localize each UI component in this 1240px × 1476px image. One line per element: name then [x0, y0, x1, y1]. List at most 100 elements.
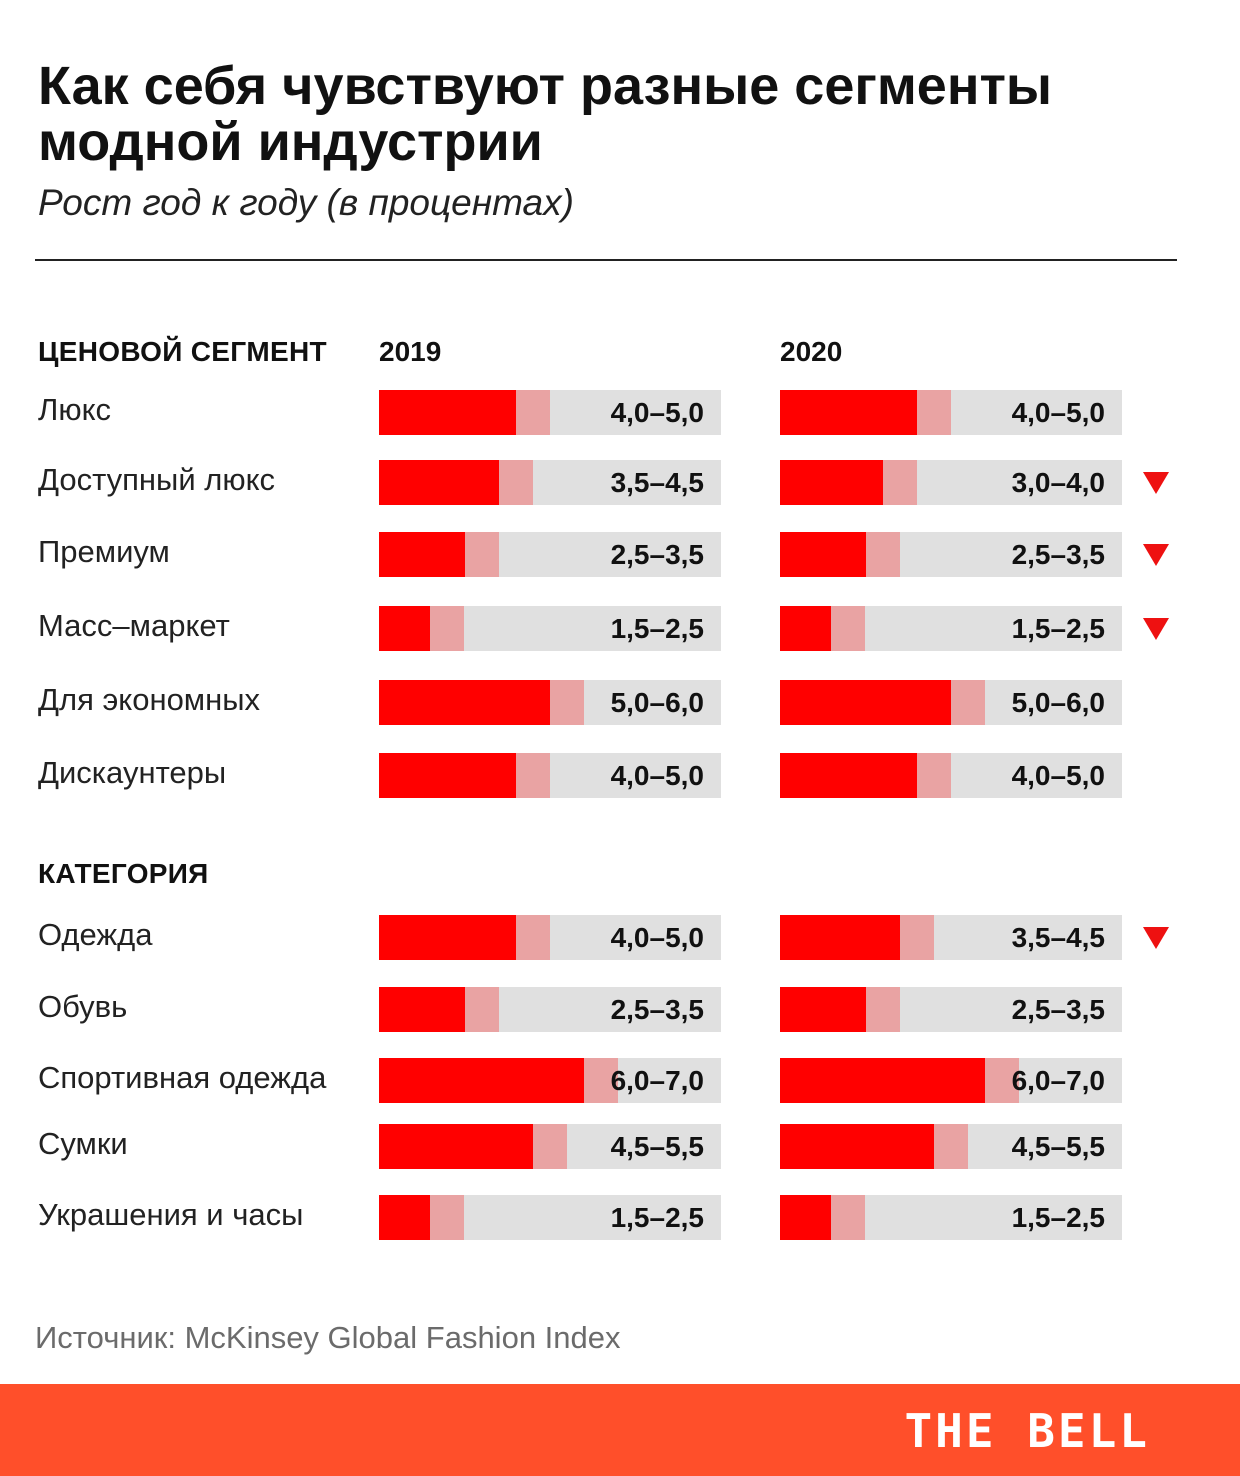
bar-segment-range [985, 1058, 1020, 1103]
bar-segment-range [464, 532, 499, 577]
bar-2019: 4,0–5,0 [379, 915, 721, 960]
bar-value-label: 3,5–4,5 [610, 467, 704, 498]
bar-2020: 3,0–4,0 [780, 460, 1122, 505]
bar-2020: 2,5–3,5 [780, 532, 1122, 577]
bar-segment-range [951, 680, 986, 725]
bar-segment-range [532, 1124, 568, 1169]
source-note: Источник: McKinsey Global Fashion Index [35, 1320, 621, 1355]
bar-value-label: 4,5–5,5 [610, 1131, 704, 1162]
bar-segment-range [865, 532, 900, 577]
bar-value-label: 1,5–2,5 [610, 613, 704, 644]
bar-segment-lower [780, 915, 900, 960]
bar-segment-lower [379, 915, 516, 960]
bar-2019: 6,0–7,0 [379, 1058, 721, 1103]
bar-value-label: 4,0–5,0 [1011, 760, 1105, 791]
bar-segment-lower [379, 532, 465, 577]
bar-segment-lower [379, 1058, 585, 1103]
bar-2019: 4,0–5,0 [379, 753, 721, 798]
bar-value-label: 4,0–5,0 [610, 760, 704, 791]
bar-segment-lower [379, 753, 516, 798]
bar-segment-range [831, 1195, 866, 1240]
decline-triangle-icon [1143, 544, 1169, 566]
bar-segment-range [916, 753, 951, 798]
bar-segment-lower [780, 606, 832, 651]
bar-segment-range [882, 460, 917, 505]
row-label: Для экономных [38, 682, 261, 717]
bar-segment-lower [780, 1124, 934, 1169]
bar-segment-lower [780, 390, 917, 435]
bar-segment-lower [780, 1195, 832, 1240]
decline-triangle-icon [1143, 618, 1169, 640]
bar-value-label: 6,0–7,0 [1011, 1065, 1105, 1096]
bar-2020: 4,0–5,0 [780, 753, 1122, 798]
row-label: Сумки [38, 1126, 128, 1161]
bar-2020: 2,5–3,5 [780, 987, 1122, 1032]
bar-segment-range [865, 987, 900, 1032]
bar-segment-lower [379, 606, 431, 651]
bar-value-label: 2,5–3,5 [610, 994, 704, 1025]
bar-value-label: 4,0–5,0 [1011, 397, 1105, 428]
row-label: Обувь [38, 989, 128, 1024]
row-label: Премиум [38, 534, 170, 569]
bar-segment-range [430, 1195, 465, 1240]
bar-segment-range [515, 753, 550, 798]
bar-segment-lower [780, 753, 917, 798]
bar-segment-range [464, 987, 499, 1032]
bar-2019: 3,5–4,5 [379, 460, 721, 505]
bar-2020: 5,0–6,0 [780, 680, 1122, 725]
bar-2019: 5,0–6,0 [379, 680, 721, 725]
row-label: Дискаунтеры [38, 755, 227, 790]
bar-segment-lower [379, 460, 499, 505]
row-label: Одежда [38, 917, 153, 952]
section-header: КАТЕГОРИЯ [38, 858, 209, 889]
bar-2020: 1,5–2,5 [780, 1195, 1122, 1240]
bar-segment-lower [780, 987, 866, 1032]
bar-segment-range [899, 915, 934, 960]
bar-2020: 3,5–4,5 [780, 915, 1122, 960]
bar-value-label: 2,5–3,5 [610, 539, 704, 570]
bar-value-label: 4,0–5,0 [610, 922, 704, 953]
bar-segment-range [430, 606, 465, 651]
bar-segment-lower [379, 680, 550, 725]
bar-2019: 2,5–3,5 [379, 987, 721, 1032]
row-label: Доступный люкс [38, 462, 275, 497]
bar-segment-lower [379, 390, 516, 435]
chart-subtitle: Рост год к году (в процентах) [38, 182, 574, 223]
bar-2019: 4,5–5,5 [379, 1124, 721, 1169]
brand-logo: THE BELL [904, 1404, 1150, 1458]
bar-value-label: 3,0–4,0 [1011, 467, 1105, 498]
bar-2019: 2,5–3,5 [379, 532, 721, 577]
bar-2020: 1,5–2,5 [780, 606, 1122, 651]
bar-value-label: 2,5–3,5 [1011, 539, 1105, 570]
bar-segment-range [515, 915, 550, 960]
bar-value-label: 1,5–2,5 [610, 1202, 704, 1233]
title-divider [35, 259, 1177, 261]
bar-value-label: 5,0–6,0 [610, 687, 704, 718]
bar-value-label: 6,0–7,0 [610, 1065, 704, 1096]
year-header-2019: 2019 [379, 336, 442, 367]
bar-value-label: 5,0–6,0 [1011, 687, 1105, 718]
row-label: Люкс [38, 392, 112, 427]
bar-segment-lower [379, 987, 465, 1032]
chart-title: Как себя чувствуют разные сегменты модно… [38, 56, 1053, 172]
bar-segment-range [933, 1124, 969, 1169]
bar-segment-range [916, 390, 951, 435]
bar-segment-range [550, 680, 585, 725]
year-header-2020: 2020 [780, 336, 843, 367]
bar-segment-lower [780, 460, 883, 505]
bar-2020: 4,5–5,5 [780, 1124, 1122, 1169]
row-label: Украшения и часы [38, 1197, 304, 1232]
bar-2019: 1,5–2,5 [379, 606, 721, 651]
bar-2019: 4,0–5,0 [379, 390, 721, 435]
decline-triangle-icon [1143, 927, 1169, 949]
bar-value-label: 4,5–5,5 [1011, 1131, 1105, 1162]
bar-value-label: 2,5–3,5 [1011, 994, 1105, 1025]
bar-2020: 4,0–5,0 [780, 390, 1122, 435]
bar-segment-lower [379, 1124, 533, 1169]
bar-segment-range [498, 460, 533, 505]
row-label: Спортивная одежда [38, 1060, 327, 1095]
section-header: ЦЕНОВОЙ СЕГМЕНТ [38, 336, 327, 367]
bar-value-label: 4,0–5,0 [610, 397, 704, 428]
bar-2020: 6,0–7,0 [780, 1058, 1122, 1103]
bar-2019: 1,5–2,5 [379, 1195, 721, 1240]
